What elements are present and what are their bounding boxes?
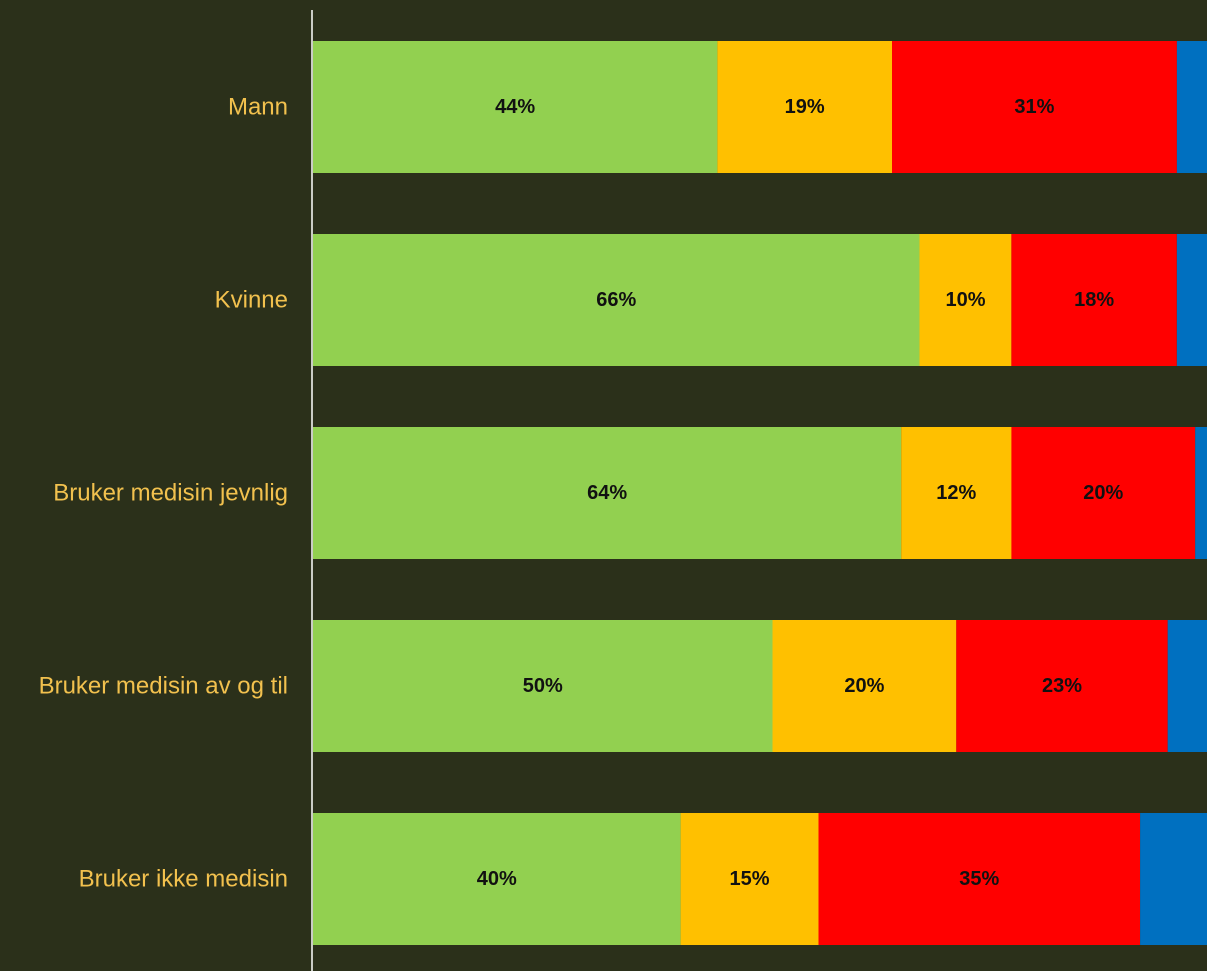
bar-segment-4-0 (313, 813, 681, 945)
category-labels-layer: Mann Kvinne Bruker medisin jevnlig Bruker m… (39, 94, 288, 893)
data-label-3-0: 50% (523, 675, 563, 697)
data-label-1-2: 18% (1074, 289, 1114, 311)
value-labels-layer: 44% 19% 31% 66% 10% 18% 64% 12% 20% 50% 20% 23% 40% 1… (477, 96, 1124, 890)
data-label-0-2: 31% (1014, 96, 1054, 118)
data-label-2-1: 12% (936, 482, 976, 504)
category-label-4: Bruker ikke medisin (79, 866, 288, 893)
bar-segment-0-0 (313, 41, 718, 173)
data-label-4-2: 35% (959, 868, 999, 890)
data-label-3-2: 23% (1042, 675, 1082, 697)
bar-segment-4-3 (1140, 813, 1207, 945)
category-label-2: Bruker medisin jevnlig (53, 480, 288, 507)
data-label-0-0: 44% (495, 96, 535, 118)
data-label-1-0: 66% (596, 289, 636, 311)
bar-segment-3-3 (1167, 620, 1207, 752)
bar-segment-2-3 (1195, 427, 1207, 559)
category-label-1: Kvinne (215, 287, 288, 314)
bar-segment-4-2 (818, 813, 1141, 945)
category-label-3: Bruker medisin av og til (39, 673, 288, 700)
bar-segment-2-0 (313, 427, 902, 559)
bar-segment-0-2 (892, 41, 1177, 173)
bar-segment-0-3 (1176, 41, 1207, 173)
bar-segment-1-0 (313, 234, 920, 366)
bar-segment-3-1 (772, 620, 957, 752)
bar-segment-3-2 (956, 620, 1168, 752)
data-label-4-1: 15% (729, 868, 769, 890)
bar-segment-2-2 (1011, 427, 1196, 559)
category-label-0: Mann (228, 94, 288, 121)
bar-segment-1-3 (1176, 234, 1207, 366)
data-label-0-1: 19% (785, 96, 825, 118)
bar-segment-4-1 (680, 813, 819, 945)
data-label-4-0: 40% (477, 868, 517, 890)
data-label-2-2: 20% (1083, 482, 1123, 504)
data-label-3-1: 20% (844, 675, 884, 697)
bar-segment-1-1 (919, 234, 1012, 366)
data-label-2-0: 64% (587, 482, 627, 504)
bar-segment-0-1 (717, 41, 892, 173)
bar-segment-3-0 (313, 620, 773, 752)
bar-segment-2-1 (901, 427, 1012, 559)
bar-segment-1-2 (1011, 234, 1177, 366)
bars-layer (313, 41, 1207, 945)
data-label-1-1: 10% (945, 289, 985, 311)
